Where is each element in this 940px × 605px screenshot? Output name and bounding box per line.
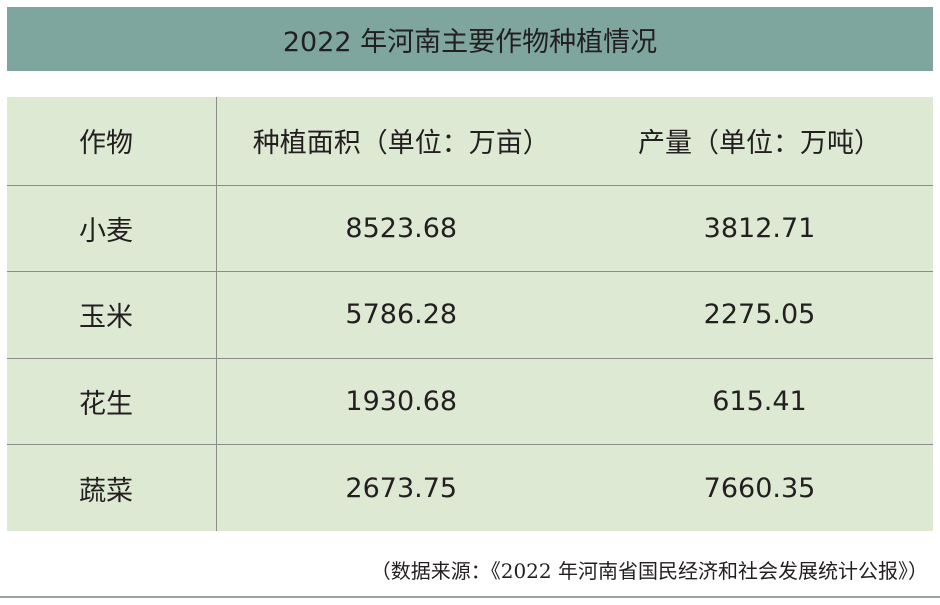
cell-area: 8523.68 xyxy=(216,185,586,272)
table-row: 花生 1930.68 615.41 xyxy=(7,358,933,445)
cell-area: 5786.28 xyxy=(216,271,586,359)
cell-crop: 花生 xyxy=(7,358,217,445)
crop-table-container: 作物 种植面积（单位：万亩） 产量（单位：万吨） 小麦 8523.68 3812… xyxy=(7,97,933,531)
crop-table: 作物 种植面积（单位：万亩） 产量（单位：万吨） 小麦 8523.68 3812… xyxy=(7,97,933,531)
table-row: 小麦 8523.68 3812.71 xyxy=(7,185,933,272)
table-header-row: 作物 种植面积（单位：万亩） 产量（单位：万吨） xyxy=(7,97,933,186)
header-output: 产量（单位：万吨） xyxy=(586,97,933,186)
cell-crop: 玉米 xyxy=(7,271,217,359)
cell-area: 2673.75 xyxy=(345,472,458,504)
cell-output: 3812.71 xyxy=(586,185,933,272)
table-title: 2022 年河南主要作物种植情况 xyxy=(282,26,658,58)
cell-output: 2275.05 xyxy=(586,271,933,359)
cell-crop: 小麦 xyxy=(7,185,217,272)
cell-area: 1930.68 xyxy=(216,358,586,445)
cell-output: 7660.35 xyxy=(703,472,816,504)
header-crop: 作物 xyxy=(7,97,217,186)
table-row: 蔬菜 2673.75 7660.35 xyxy=(7,444,933,531)
cell-output: 615.41 xyxy=(586,358,933,445)
bottom-divider xyxy=(0,596,940,598)
table-row: 玉米 5786.28 2275.05 xyxy=(7,271,933,359)
cell-crop: 蔬菜 xyxy=(7,444,217,531)
header-area: 种植面积（单位：万亩） xyxy=(216,97,586,186)
table-title-bar: 2022 年河南主要作物种植情况 xyxy=(7,7,933,71)
data-source-note: （数据来源：《2022 年河南省国民经济和社会发展统计公报》） xyxy=(370,559,928,583)
